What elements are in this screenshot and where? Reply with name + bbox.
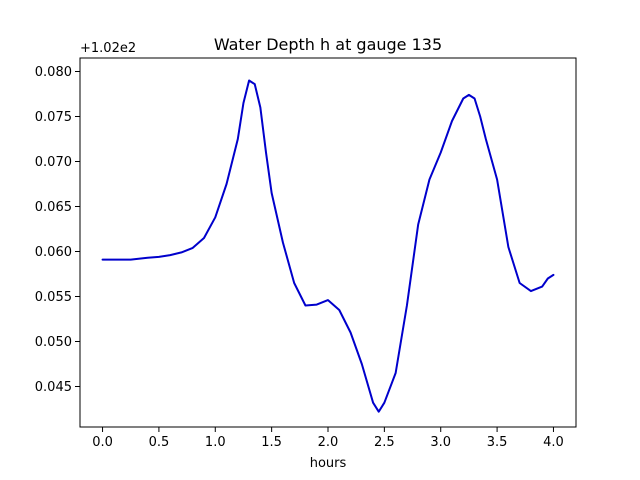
series-line-0 (101, 79, 555, 413)
y-tick-label: 0.055 (35, 290, 72, 305)
y-tick-label: 0.080 (35, 65, 72, 80)
chart-title: Water Depth h at gauge 135 (214, 35, 442, 54)
x-axis-label: hours (310, 456, 347, 471)
x-tick-label: 2.5 (374, 435, 395, 450)
y-tick-label: 0.065 (35, 200, 72, 215)
x-tick-label: 1.5 (261, 435, 282, 450)
y-offset-label: +1.02e2 (80, 41, 136, 56)
x-tick-label: 1.0 (205, 435, 226, 450)
y-tick-label: 0.075 (35, 110, 72, 125)
x-tick-label: 0.5 (149, 435, 170, 450)
x-tick-label: 3.0 (430, 435, 451, 450)
x-tick-label: 4.0 (543, 435, 564, 450)
y-tick-label: 0.050 (35, 335, 72, 350)
y-axis-ticks: 0.045 0.050 0.055 0.060 0.065 0.070 0.075 0.080 (35, 65, 80, 395)
y-tick-label: 0.045 (35, 380, 72, 395)
y-tick-label: 0.060 (35, 245, 72, 260)
x-axis-ticks: 0.0 0.5 1.0 1.5 2.0 2.5 3.0 3.5 4.0 (92, 427, 564, 450)
x-tick-label: 3.5 (487, 435, 508, 450)
y-tick-label: 0.070 (35, 155, 72, 170)
x-tick-label: 2.0 (318, 435, 339, 450)
x-tick-label: 0.0 (92, 435, 113, 450)
